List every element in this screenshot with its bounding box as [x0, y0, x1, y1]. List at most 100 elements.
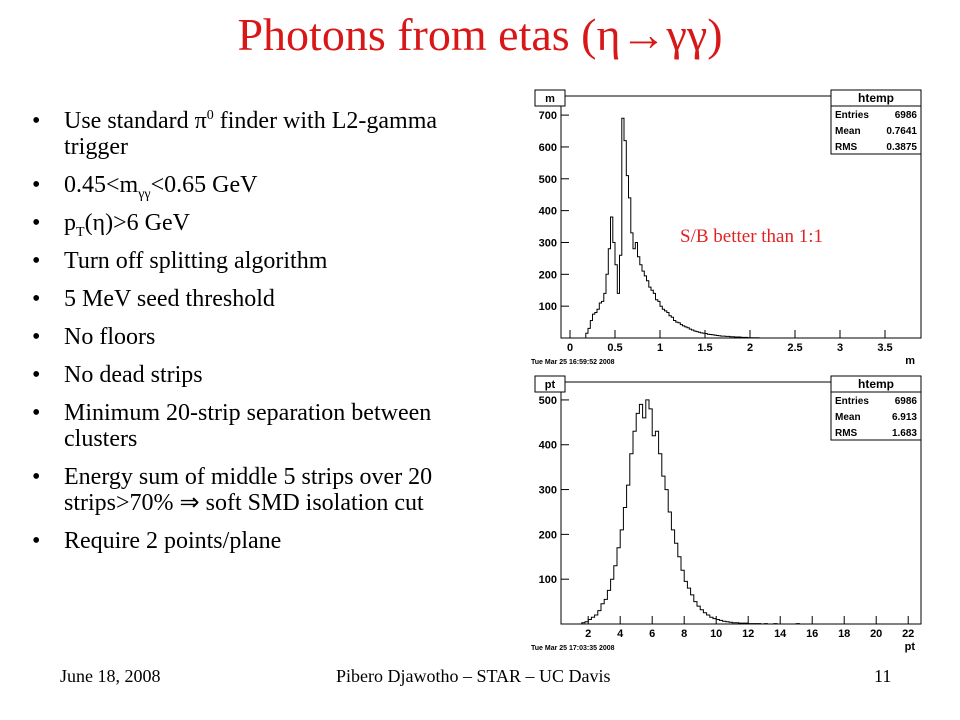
histogram-bin — [737, 337, 739, 338]
histogram-bin — [611, 579, 614, 624]
bullet-item: pT(η)>6 GeV — [30, 210, 500, 239]
mass-histogram: 100 200 300 400 500 600 700 0 0.5 1 1.5 2 2.5 3 3.5 m ht… — [517, 86, 929, 368]
histogram-bin — [636, 413, 639, 624]
footer-author: Pibero Djawotho – STAR – UC Davis — [336, 666, 611, 686]
histogram-bin — [588, 328, 590, 338]
histogram-bin — [703, 333, 705, 338]
histogram-bin — [732, 623, 735, 624]
histogram-bin — [732, 337, 734, 338]
histogram-bin — [692, 330, 694, 338]
histogram-bin — [707, 615, 710, 624]
histogram-bin — [635, 242, 637, 338]
y-tick-label: 200 — [539, 269, 557, 281]
stats-label: RMS — [835, 142, 858, 153]
histogram-bin — [617, 293, 619, 338]
y-tick-label: 700 — [539, 110, 557, 122]
histogram-bin — [678, 557, 681, 624]
histogram-bin — [719, 336, 721, 338]
stats-value: 6986 — [895, 110, 918, 121]
histogram-bin — [662, 309, 664, 338]
histogram-bin — [712, 335, 714, 338]
bullet-text: 0 — [206, 108, 214, 123]
y-tick-label: 400 — [539, 440, 557, 452]
bullet-list: Use standard π0 finder with L2-gamma tri… — [30, 108, 500, 566]
slide-title: Photons from etas (η→γγ) — [237, 9, 723, 60]
histogram-bin — [741, 337, 743, 338]
histogram-bin — [667, 313, 669, 338]
histogram-bin — [586, 333, 588, 338]
mass-histogram-panel: 100 200 300 400 500 600 700 0 0.5 1 1.5 2 2.5 3 3.5 m ht… — [517, 86, 929, 368]
stats-title: htemp — [858, 377, 894, 391]
histogram-bin — [685, 327, 687, 338]
histogram-bin — [582, 623, 585, 624]
x-tick-label: 12 — [742, 628, 754, 640]
histogram-bin — [642, 271, 644, 338]
timestamp: Tue Mar 25 17:03:35 2008 — [531, 645, 615, 652]
y-tick-label: 600 — [539, 142, 557, 154]
histogram-bin — [601, 604, 604, 624]
x-tick-label: 3 — [837, 342, 843, 354]
histogram-bin — [728, 336, 730, 338]
x-tick-label: 2.5 — [787, 342, 802, 354]
histogram-bin — [743, 337, 745, 338]
y-tick-label: 200 — [539, 529, 557, 541]
histogram-bin — [606, 274, 608, 338]
histogram-bin — [653, 293, 655, 338]
histogram-bin — [678, 323, 680, 338]
histogram-bin — [707, 334, 709, 338]
histogram-bin — [590, 320, 592, 338]
histogram-bin — [687, 588, 690, 624]
y-tick-label: 100 — [539, 574, 557, 586]
bullet-text: 0.45<m — [64, 172, 139, 198]
histogram-bin — [620, 530, 623, 624]
histogram-bin — [684, 581, 687, 624]
histogram-bin — [665, 490, 668, 624]
x-axis-label: m — [905, 355, 915, 367]
stats-title: htemp — [858, 91, 894, 105]
histogram-bin — [593, 314, 595, 338]
histogram-bin — [714, 335, 716, 338]
x-tick-label: 4 — [617, 628, 624, 640]
x-tick-label: 1 — [657, 342, 663, 354]
histogram-bin — [639, 404, 642, 624]
y-tick-label: 500 — [539, 174, 557, 186]
histogram-bin — [652, 436, 655, 624]
histogram-bin — [701, 333, 703, 338]
histogram-bin — [620, 255, 622, 338]
x-tick-label: 1.5 — [697, 342, 712, 354]
bullet-text: No dead strips — [64, 362, 203, 388]
histogram-bin — [607, 590, 610, 624]
bullet-item: Turn off splitting algorithm — [30, 248, 500, 274]
histogram-bin — [598, 611, 601, 624]
stats-box — [830, 89, 922, 155]
histogram-bin — [668, 512, 671, 624]
histogram-bin — [647, 281, 649, 338]
histogram-bin — [694, 602, 697, 624]
stats-label: Entries — [835, 396, 869, 407]
histogram-bin — [721, 336, 723, 338]
histogram-bin — [729, 622, 732, 624]
stats-value: 0.7641 — [886, 126, 917, 137]
histogram-name-box — [534, 375, 566, 393]
histogram-line — [581, 399, 806, 625]
histogram-bin — [615, 265, 617, 338]
histogram-bin — [742, 623, 745, 624]
bullet-item: No floors — [30, 324, 500, 350]
histogram-bin — [640, 265, 642, 338]
histogram-bin — [680, 325, 682, 338]
histogram-bin — [638, 257, 640, 338]
histogram-bin — [643, 418, 646, 624]
histogram-bin — [689, 329, 691, 338]
histogram-bin — [633, 431, 636, 624]
histogram-bin — [602, 301, 604, 338]
bullet-text: No floors — [64, 324, 156, 350]
histogram-bin — [681, 570, 684, 624]
bullet-text: <0.65 GeV — [150, 172, 258, 198]
stats-value: 0.3875 — [886, 142, 917, 153]
bullet-text: T — [76, 224, 85, 240]
histogram-bin — [617, 548, 620, 624]
histogram-bin — [651, 290, 653, 338]
histogram-bin — [630, 454, 633, 624]
histogram-bin — [649, 287, 651, 338]
x-axis-label: pt — [905, 641, 916, 653]
